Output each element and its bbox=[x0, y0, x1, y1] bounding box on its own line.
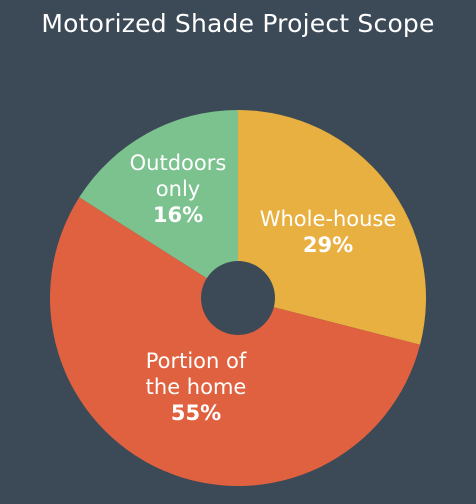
chart-title: Motorized Shade Project Scope bbox=[41, 9, 435, 38]
slice-value-label-0: 29% bbox=[303, 233, 353, 257]
slice-label-0: Whole-house bbox=[260, 207, 397, 231]
slice-label-2: Outdoors bbox=[130, 151, 227, 175]
slice-label-2: only bbox=[156, 177, 200, 201]
pie-slice-1 bbox=[49, 197, 421, 487]
slice-value-label-2: 16% bbox=[153, 203, 203, 227]
slice-value-label-1: 55% bbox=[171, 401, 221, 425]
pie-slice-0 bbox=[238, 110, 426, 345]
slice-label-1: the home bbox=[146, 375, 247, 399]
pie-slice-2 bbox=[79, 110, 238, 298]
slice-label-1: Portion of bbox=[146, 349, 247, 373]
donut-hole bbox=[201, 261, 275, 335]
